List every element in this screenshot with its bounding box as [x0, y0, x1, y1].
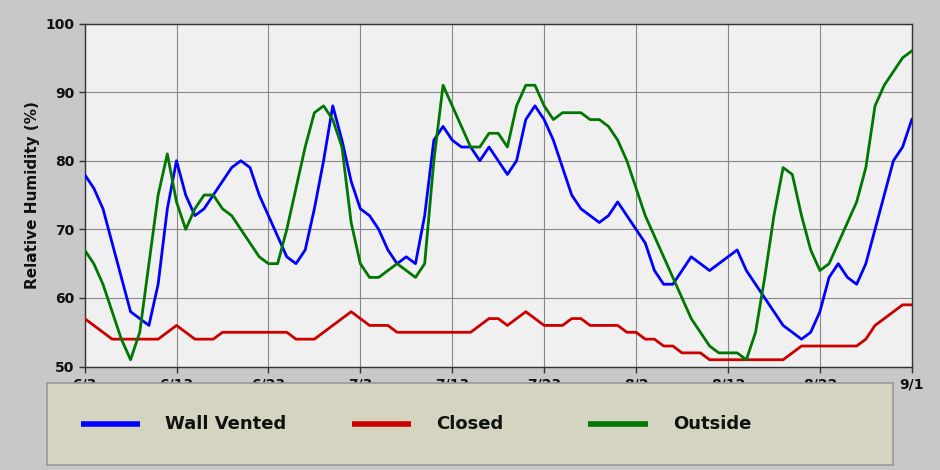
Text: Closed: Closed [436, 415, 504, 433]
Text: Outside: Outside [673, 415, 751, 433]
Y-axis label: Relative Humidity (%): Relative Humidity (%) [24, 101, 39, 289]
Text: Wall Vented: Wall Vented [165, 415, 287, 433]
